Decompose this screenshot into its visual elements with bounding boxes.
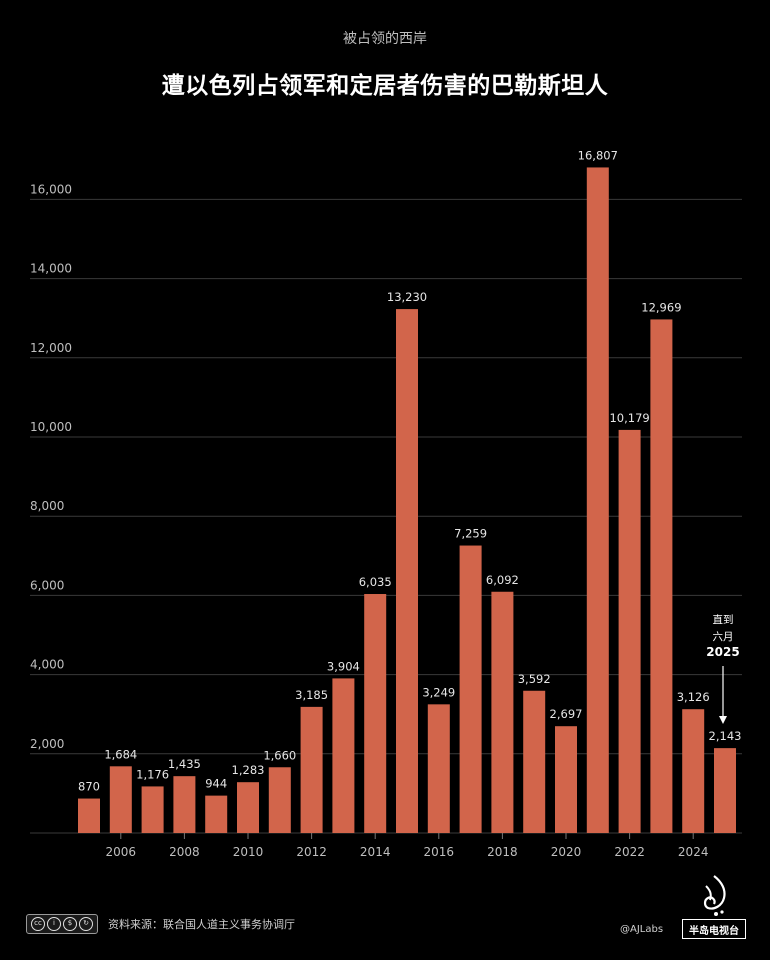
bar [109,766,132,833]
bar-value-label: 944 [205,777,227,791]
brand-label: 半岛电视台 [682,919,746,939]
bar [714,748,736,833]
y-tick-label: 8,000 [30,499,64,513]
chart-title: 遭以色列占领军和定居者伤害的巴勒斯坦人 [161,73,609,99]
x-tick-label: 2006 [106,845,137,859]
bar-value-label: 3,126 [677,690,710,704]
bar [332,678,355,833]
y-tick-label: 12,000 [30,341,72,355]
y-tick-label: 6,000 [30,578,64,592]
bar [427,704,450,833]
y-tick-label: 16,000 [30,182,72,196]
bar [682,709,705,833]
bar-value-label: 7,259 [454,527,487,541]
by-icon: i [47,917,61,931]
bar-value-label: 12,969 [641,300,681,314]
bar-value-label: 13,230 [387,290,427,304]
bar [237,782,259,833]
bar-value-label: 1,660 [263,748,296,762]
cc-icon: cc [31,917,45,931]
x-tick-label: 2020 [551,845,582,859]
bar-value-label: 6,092 [486,573,519,587]
annotation-label: 六月 [713,631,734,643]
bar [205,795,228,833]
x-tick-label: 2024 [678,845,709,859]
bar-value-label: 3,185 [295,688,328,702]
y-tick-label: 4,000 [30,658,64,672]
nc-icon: $ [63,917,77,931]
bar [141,786,164,833]
x-tick-label: 2018 [487,845,518,859]
ajlabs-handle: @AJLabs [620,924,664,935]
x-tick-label: 2016 [424,845,455,859]
x-tick-label: 2010 [233,845,264,859]
bar-value-label: 16,807 [578,148,618,162]
bar [173,776,196,833]
bar-value-label: 3,249 [422,685,455,699]
bar [650,319,673,833]
bar-value-label: 10,179 [609,411,649,425]
bar-value-label: 870 [78,780,100,794]
bar-value-label: 2,697 [550,707,583,721]
bar-value-label: 1,435 [168,757,201,771]
annotation-arrow-head [719,716,727,724]
bar-value-label: 2,143 [709,729,742,743]
y-tick-label: 10,000 [30,420,72,434]
sa-icon: ↻ [79,917,93,931]
y-tick-label: 14,000 [30,262,72,276]
bar [618,429,641,833]
bar [396,309,418,833]
x-tick-label: 2014 [360,845,391,859]
bar-value-label: 3,592 [518,672,551,686]
bar [459,545,482,833]
source-text: 资料来源：联合国人道主义事务协调厅 [108,918,295,931]
bar [78,798,100,833]
al-jazeera-logo-icon [703,875,726,916]
annotation-label: 直到 [713,613,734,626]
bar-value-label: 6,035 [359,575,392,589]
bar-value-label: 1,684 [104,747,137,761]
bar [300,706,323,833]
annotation-label: 2025 [706,645,739,659]
x-tick-label: 2012 [296,845,327,859]
y-tick-label: 2,000 [30,737,64,751]
chart-subtitle: 被占领的西岸 [343,31,427,47]
bar-value-label: 3,904 [327,659,360,673]
cc-license-badge: cc i $ ↻ [26,914,98,934]
footer-source: cc i $ ↻ 资料来源：联合国人道主义事务协调厅 [26,911,295,937]
bar [268,767,291,833]
bar [586,167,609,833]
bar-value-label: 1,176 [136,767,169,781]
x-tick-label: 2008 [169,845,200,859]
bar [364,594,387,833]
bar [491,591,514,833]
x-tick-label: 2022 [614,845,645,859]
bar-chart: 2,000 4,000 6,000 8,000 10,000 12,000 14,000 16… [30,148,742,859]
bar [523,690,546,833]
bar-value-label: 1,283 [232,763,265,777]
bar [555,726,577,833]
